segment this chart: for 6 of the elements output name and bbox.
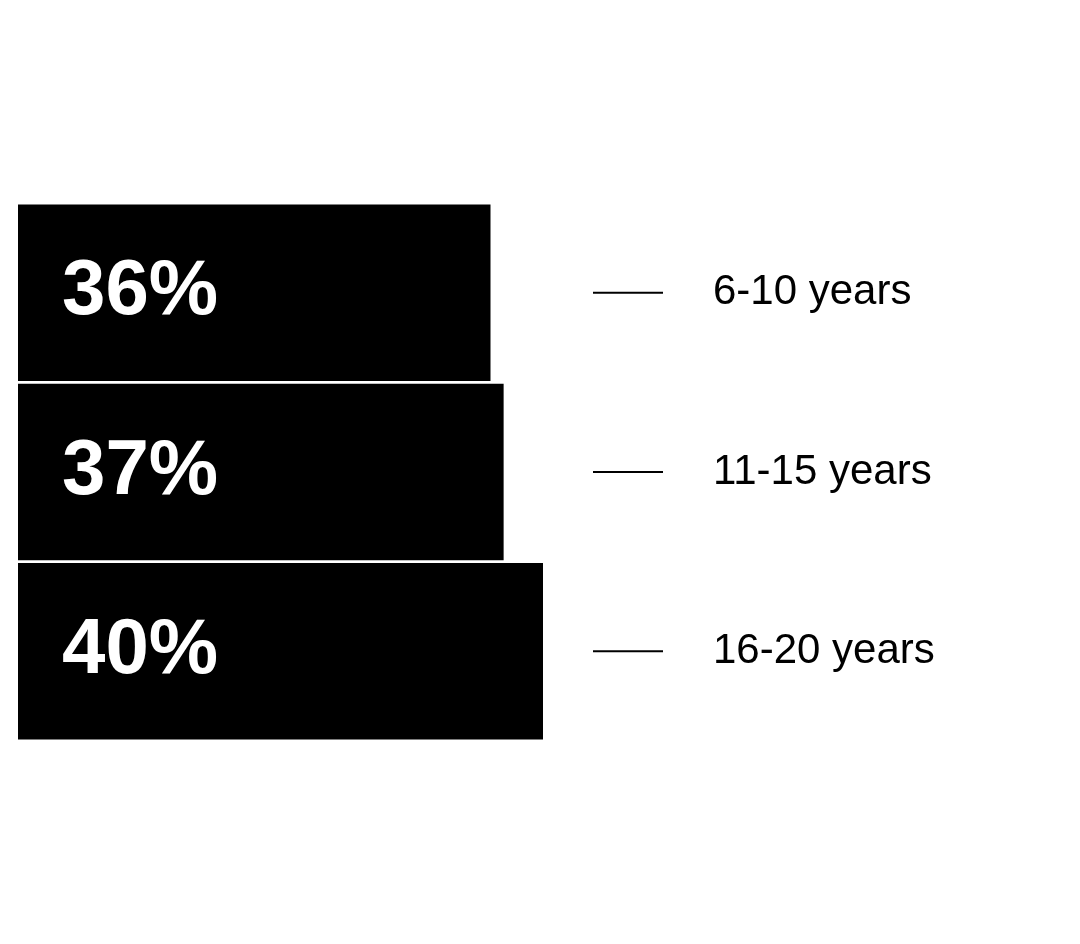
- y-tick-label: 6-10 years: [713, 266, 912, 314]
- data-label: 36%: [62, 243, 219, 332]
- y-tick-label: 11-15 years: [713, 445, 932, 493]
- data-label: 40%: [62, 601, 219, 690]
- data-label: 37%: [62, 422, 219, 511]
- y-tick-label: 16-20 years: [713, 624, 935, 672]
